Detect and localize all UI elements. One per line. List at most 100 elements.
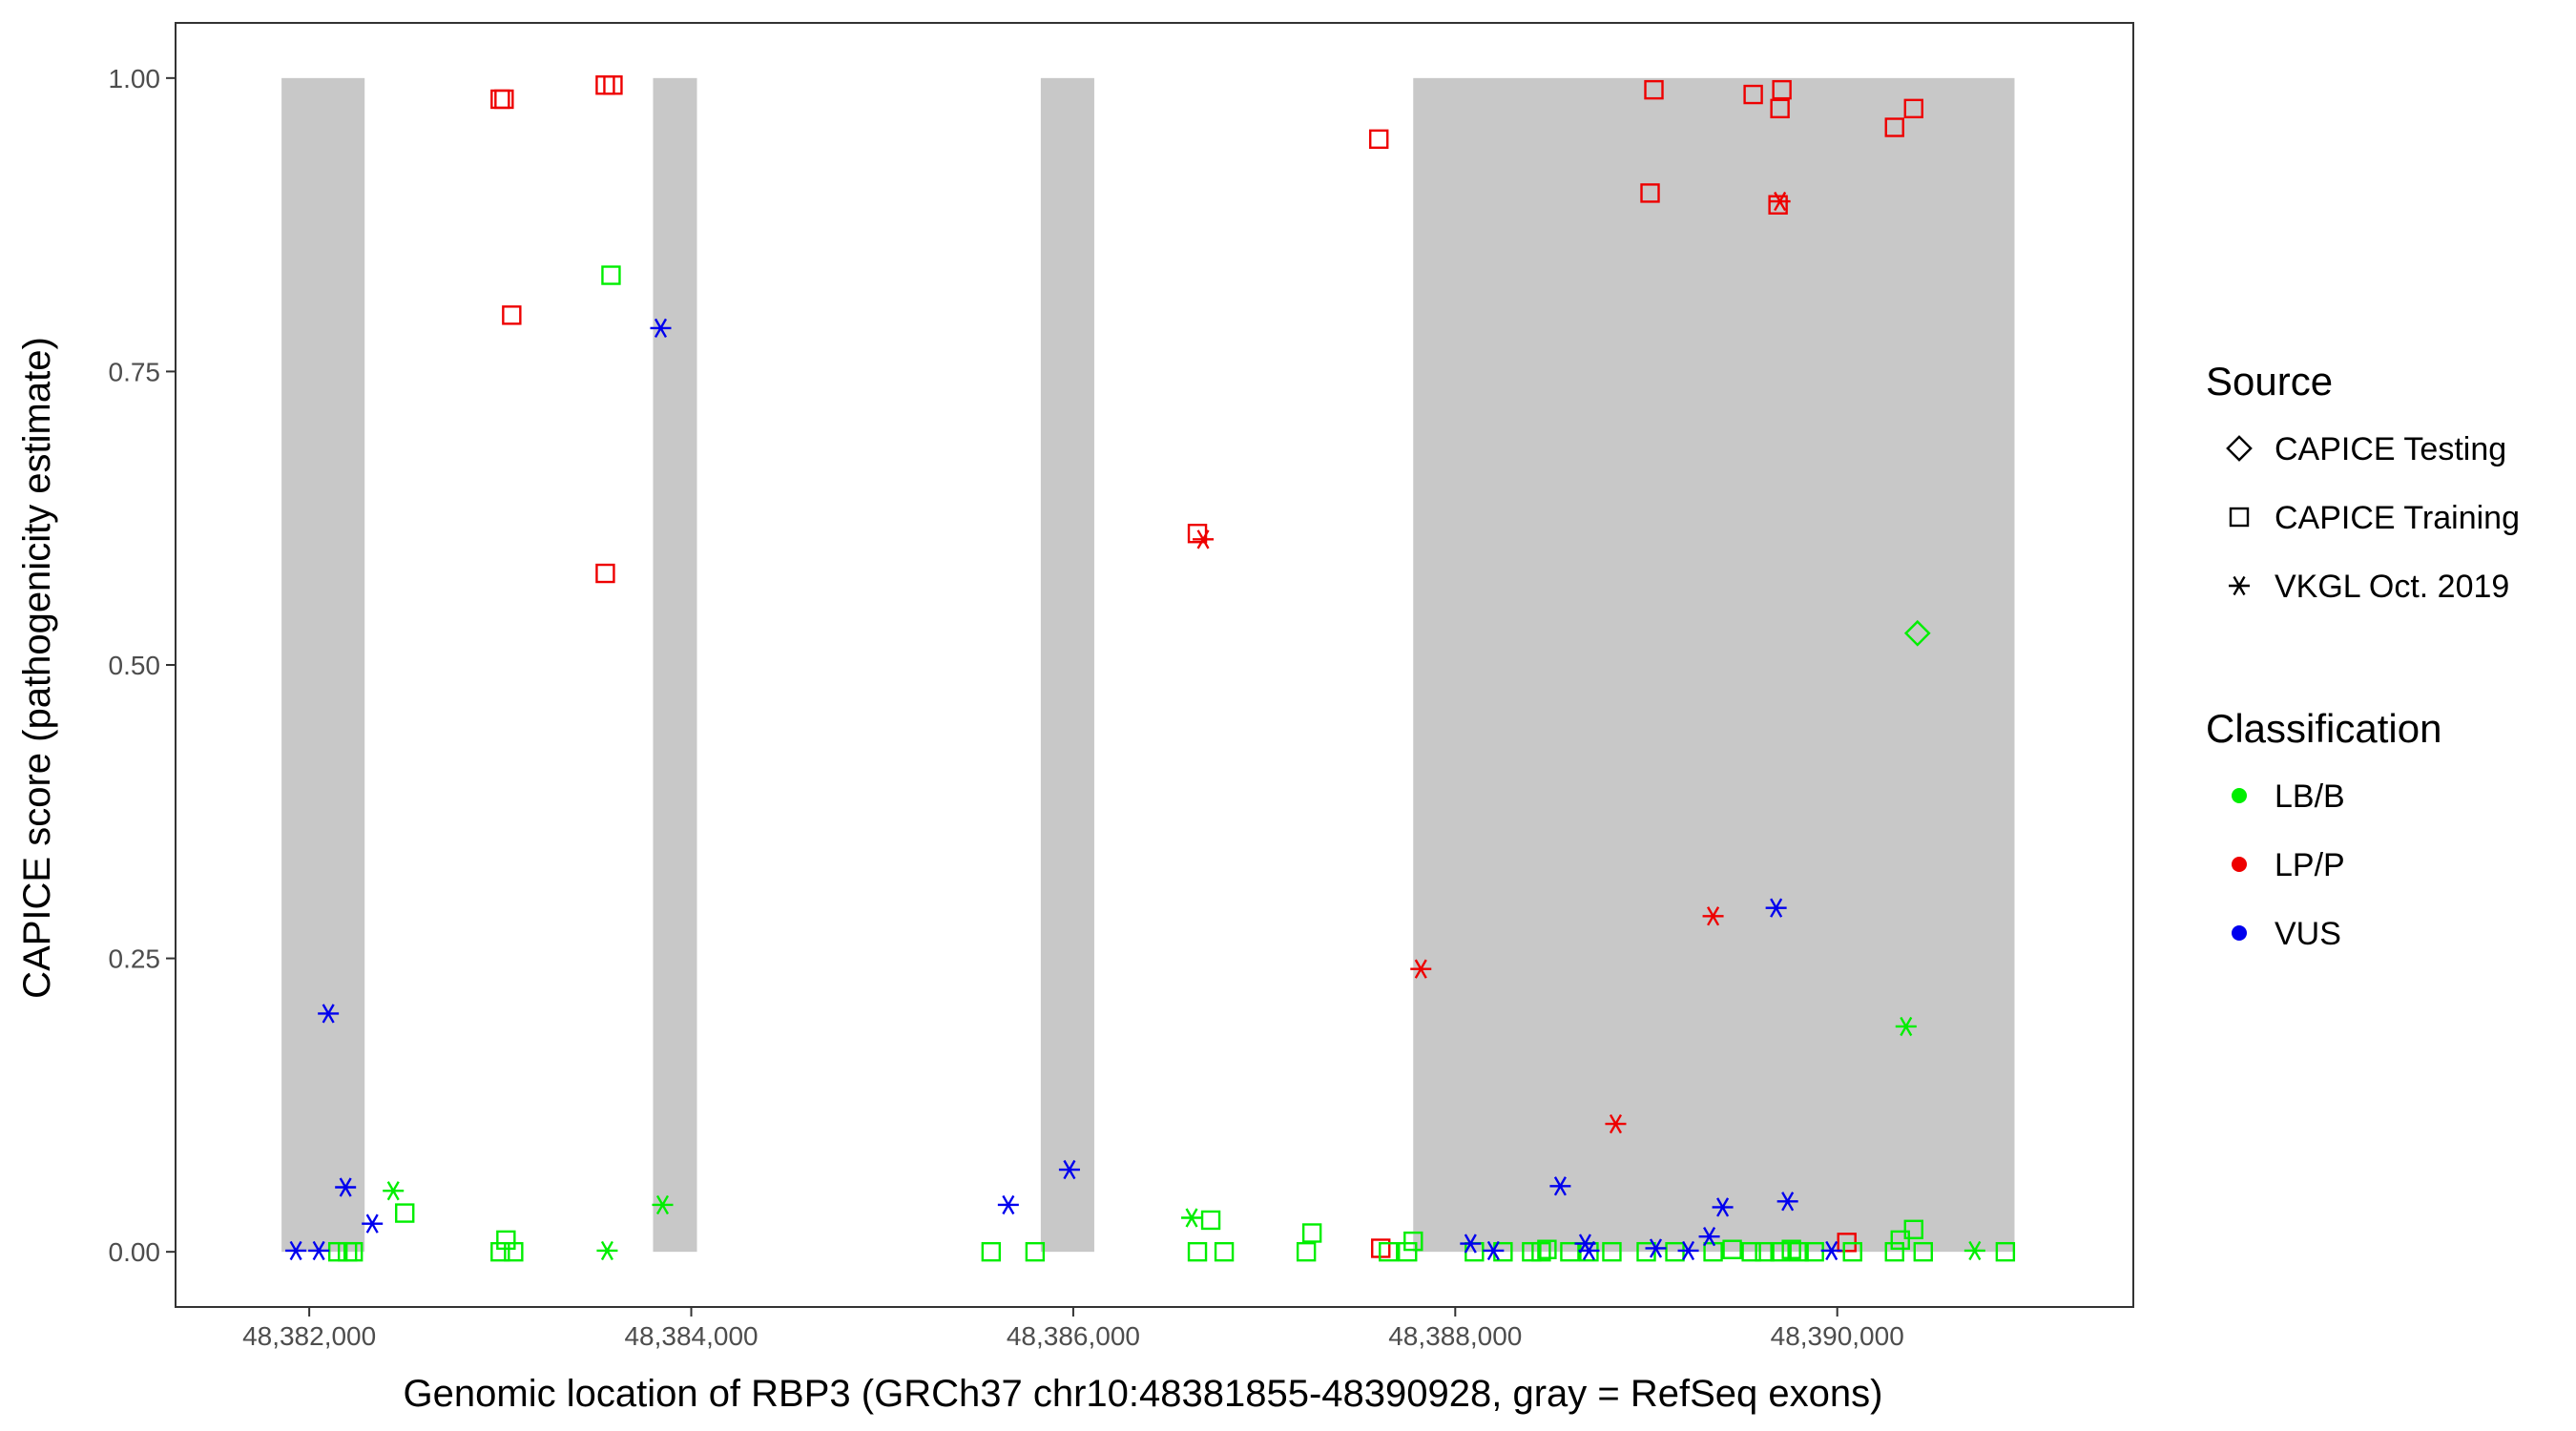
y-tick-label: 1.00	[109, 64, 161, 93]
data-point	[1903, 1219, 1923, 1239]
legend-key-diamond	[2226, 435, 2253, 462]
data-point	[1755, 1241, 1775, 1262]
data-point	[1770, 1241, 1790, 1262]
legend-source-item: CAPICE Training	[2229, 500, 2520, 536]
data-point	[1602, 1241, 1622, 1262]
data-point	[1903, 98, 1923, 119]
data-point	[504, 1241, 524, 1262]
x-tick-label: 48,386,000	[1007, 1321, 1140, 1351]
data-point	[650, 318, 672, 339]
y-axis-title: CAPICE score (pathogenicity estimate)	[16, 337, 58, 999]
legend-classification-label: LB/B	[2275, 778, 2345, 815]
x-tick-label: 48,390,000	[1771, 1321, 1904, 1351]
data-point	[1301, 1223, 1322, 1243]
data-point	[318, 1004, 340, 1024]
data-point	[1963, 1240, 1985, 1261]
data-point	[1665, 1241, 1685, 1262]
exon-band	[1413, 77, 2015, 1253]
data-point	[981, 1241, 1002, 1262]
data-point	[1995, 1241, 2016, 1262]
legend-classification-item: LP/P	[2232, 847, 2345, 883]
data-point	[1770, 98, 1790, 119]
exon-bands	[281, 77, 2015, 1253]
exon-band	[1040, 77, 1094, 1253]
data-point	[1560, 1241, 1580, 1262]
data-point	[1640, 183, 1660, 203]
data-point	[1537, 1239, 1557, 1259]
data-point	[1895, 1016, 1917, 1037]
data-point	[383, 1181, 405, 1201]
legend-key-dot	[2232, 925, 2247, 941]
data-point	[1531, 1241, 1551, 1262]
data-point	[1410, 959, 1432, 979]
data-point	[1789, 1241, 1809, 1262]
data-point	[1460, 1234, 1482, 1254]
data-point	[1578, 1240, 1600, 1261]
data-point	[1712, 1197, 1734, 1217]
data-point	[490, 1241, 510, 1262]
data-point	[1181, 1208, 1203, 1228]
data-point	[1644, 79, 1664, 100]
legend-classification-title: Classification	[2206, 706, 2441, 751]
data-point	[1645, 1238, 1667, 1258]
data-point	[1741, 1241, 1761, 1262]
data-point	[1722, 1239, 1742, 1259]
y-tick-label: 0.75	[109, 357, 161, 386]
legend-source: Source CAPICE Testing CAPICE Training VKGL…	[2206, 359, 2520, 605]
data-point	[1804, 1241, 1824, 1262]
data-point	[595, 563, 615, 584]
data-point	[1379, 1241, 1399, 1262]
legend-key-dot	[2232, 857, 2247, 872]
data-point	[603, 75, 623, 95]
data-point	[1772, 79, 1792, 100]
legend-source-label: CAPICE Training	[2275, 500, 2520, 536]
data-point	[1884, 1241, 1904, 1262]
data-point	[1820, 1240, 1842, 1261]
legend-classification-label: LP/P	[2275, 847, 2345, 883]
legend-classification: Classification LB/B LP/P VUS	[2206, 706, 2441, 952]
legend-classification-item: LB/B	[2232, 778, 2345, 815]
data-point	[652, 1194, 674, 1215]
data-point	[1698, 1227, 1720, 1247]
data-point	[1890, 1230, 1910, 1251]
data-point	[1398, 1241, 1418, 1262]
data-point	[1765, 898, 1787, 918]
data-point	[1743, 84, 1763, 105]
data-point	[1842, 1241, 1862, 1262]
legend-key-dot	[2232, 788, 2247, 803]
data-point	[494, 89, 514, 110]
data-point	[1025, 1241, 1046, 1262]
data-point	[1403, 1231, 1423, 1252]
y-tick-label: 0.50	[109, 651, 161, 680]
data-points	[285, 75, 2016, 1262]
data-point	[285, 1240, 307, 1261]
data-point	[1677, 1240, 1699, 1261]
data-point	[1187, 1241, 1208, 1262]
legend-source-item: CAPICE Testing	[2226, 431, 2506, 467]
legend-source-label: VKGL Oct. 2019	[2275, 569, 2509, 605]
x-axis-title: Genomic location of RBP3 (GRCh37 chr10:4…	[404, 1373, 1883, 1415]
y-axis: 0.00 0.25 0.50 0.75 1.00	[109, 64, 176, 1267]
data-point	[1483, 1240, 1505, 1261]
data-point	[1769, 191, 1791, 212]
data-point	[502, 305, 522, 325]
data-point	[308, 1240, 330, 1261]
data-point	[1702, 906, 1724, 926]
data-point	[335, 1177, 357, 1197]
data-point	[362, 1213, 384, 1234]
legend-source-label: CAPICE Testing	[2275, 431, 2506, 467]
data-point	[997, 1194, 1019, 1215]
y-tick-label: 0.00	[109, 1237, 161, 1267]
data-point	[343, 1241, 364, 1262]
x-tick-label: 48,388,000	[1388, 1321, 1522, 1351]
y-tick-label: 0.25	[109, 944, 161, 974]
data-point	[1605, 1113, 1627, 1134]
data-point	[601, 265, 621, 285]
legend-source-item: VKGL Oct. 2019	[2229, 569, 2509, 605]
data-point	[596, 1240, 618, 1261]
data-point	[395, 1203, 415, 1223]
x-axis: 48,382,000 48,384,000 48,386,000 48,388,000…	[242, 1307, 1904, 1351]
legend-key-square	[2229, 507, 2250, 528]
